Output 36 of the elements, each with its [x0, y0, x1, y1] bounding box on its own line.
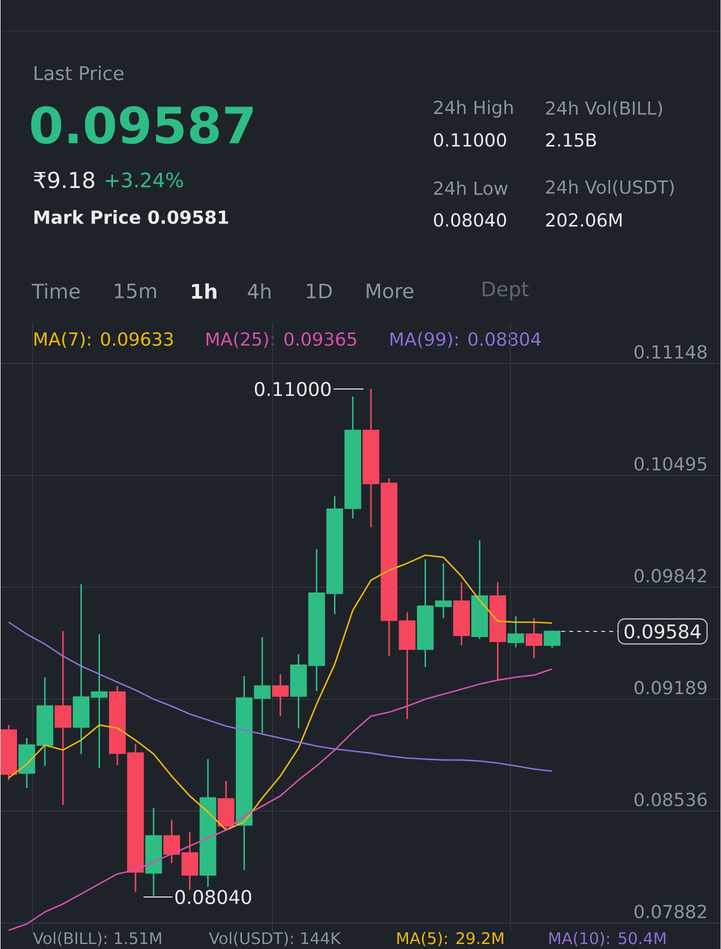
text: Dept [482, 282, 529, 300]
text: 15m [114, 284, 156, 298]
annotation: Vol(USDT): 144K [208, 932, 341, 946]
text: 0.11000 [434, 133, 506, 147]
text: 4h [248, 283, 270, 299]
annotation: MA(10): 50.4M [549, 932, 666, 946]
text: More [366, 284, 414, 298]
text: MA(7): 0.09633 [34, 332, 173, 348]
y-tick-label: 0.11148 [634, 345, 707, 359]
annotation: 0.08040 [175, 890, 252, 904]
y-tick-label: 0.08536 [634, 792, 707, 806]
annotation: 0.11000 [254, 382, 331, 396]
text: 0.08040 [434, 213, 506, 227]
text: 2.15B [546, 133, 596, 147]
y-tick-label: 0.07882 [634, 904, 706, 918]
text: 24h Vol(BILL) [546, 100, 662, 118]
text: 0.09587 [31, 106, 253, 144]
text: Time [32, 283, 80, 299]
annotation: Vol(BILL): 1.51M [32, 932, 162, 946]
text: 24h High [434, 100, 513, 118]
text: Mark Price 0.09581 [34, 210, 228, 224]
text: 24h Low [434, 181, 508, 195]
y-tick-label: 0.09842 [634, 568, 706, 583]
text: 1D [306, 284, 332, 298]
text: +3.24% [106, 172, 183, 188]
text: ₹9.18 [34, 172, 94, 188]
text: MA(25): 0.09365 [206, 332, 356, 348]
y-tick-label: 0.09189 [634, 680, 707, 694]
ref-line-label: 0.09584 [624, 624, 701, 639]
text: 24h Vol(USDT) [546, 180, 674, 196]
annotation: MA(5): 29.2M [397, 932, 504, 946]
text: 202.06M [546, 213, 622, 227]
text: Last Price [34, 66, 124, 80]
y-tick-label: 0.10495 [634, 457, 706, 471]
text: MA(99): 0.08804 [390, 332, 541, 348]
text: 1h [192, 283, 216, 299]
